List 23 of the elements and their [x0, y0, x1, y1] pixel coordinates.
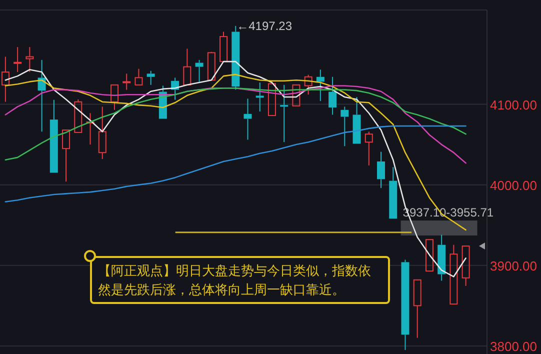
y-tick-label: 3900.00: [490, 258, 537, 274]
candlestick: [256, 82, 264, 112]
candlestick: [98, 106, 106, 160]
candlestick: [122, 73, 131, 90]
candlestick: [438, 234, 446, 282]
y-tick-label: 4100.00: [490, 97, 537, 112]
annotation: ←4197.23: [236, 18, 292, 33]
candlestick: [14, 46, 22, 73]
candlestick: [280, 84, 288, 143]
y-tick-label: 3800.00: [490, 338, 537, 354]
line-series: [4, 125, 466, 202]
candlestick: [146, 70, 155, 86]
candlestick: [377, 151, 385, 189]
y-tick-label: 4000.00: [490, 178, 537, 193]
candlestick: [316, 69, 324, 102]
candlestick: [328, 76, 337, 116]
candlestick: [26, 46, 34, 73]
candlestick: [244, 98, 252, 140]
candlestick: [340, 106, 349, 147]
annotation: 【阿正观点】明日大盘走势与今日类似，指数依然是先跌后涨，总体将向上周一缺口靠近。: [90, 256, 390, 304]
candlestick: [195, 59, 204, 82]
candlestick: [1, 56, 10, 102]
candlestick: [401, 259, 410, 350]
